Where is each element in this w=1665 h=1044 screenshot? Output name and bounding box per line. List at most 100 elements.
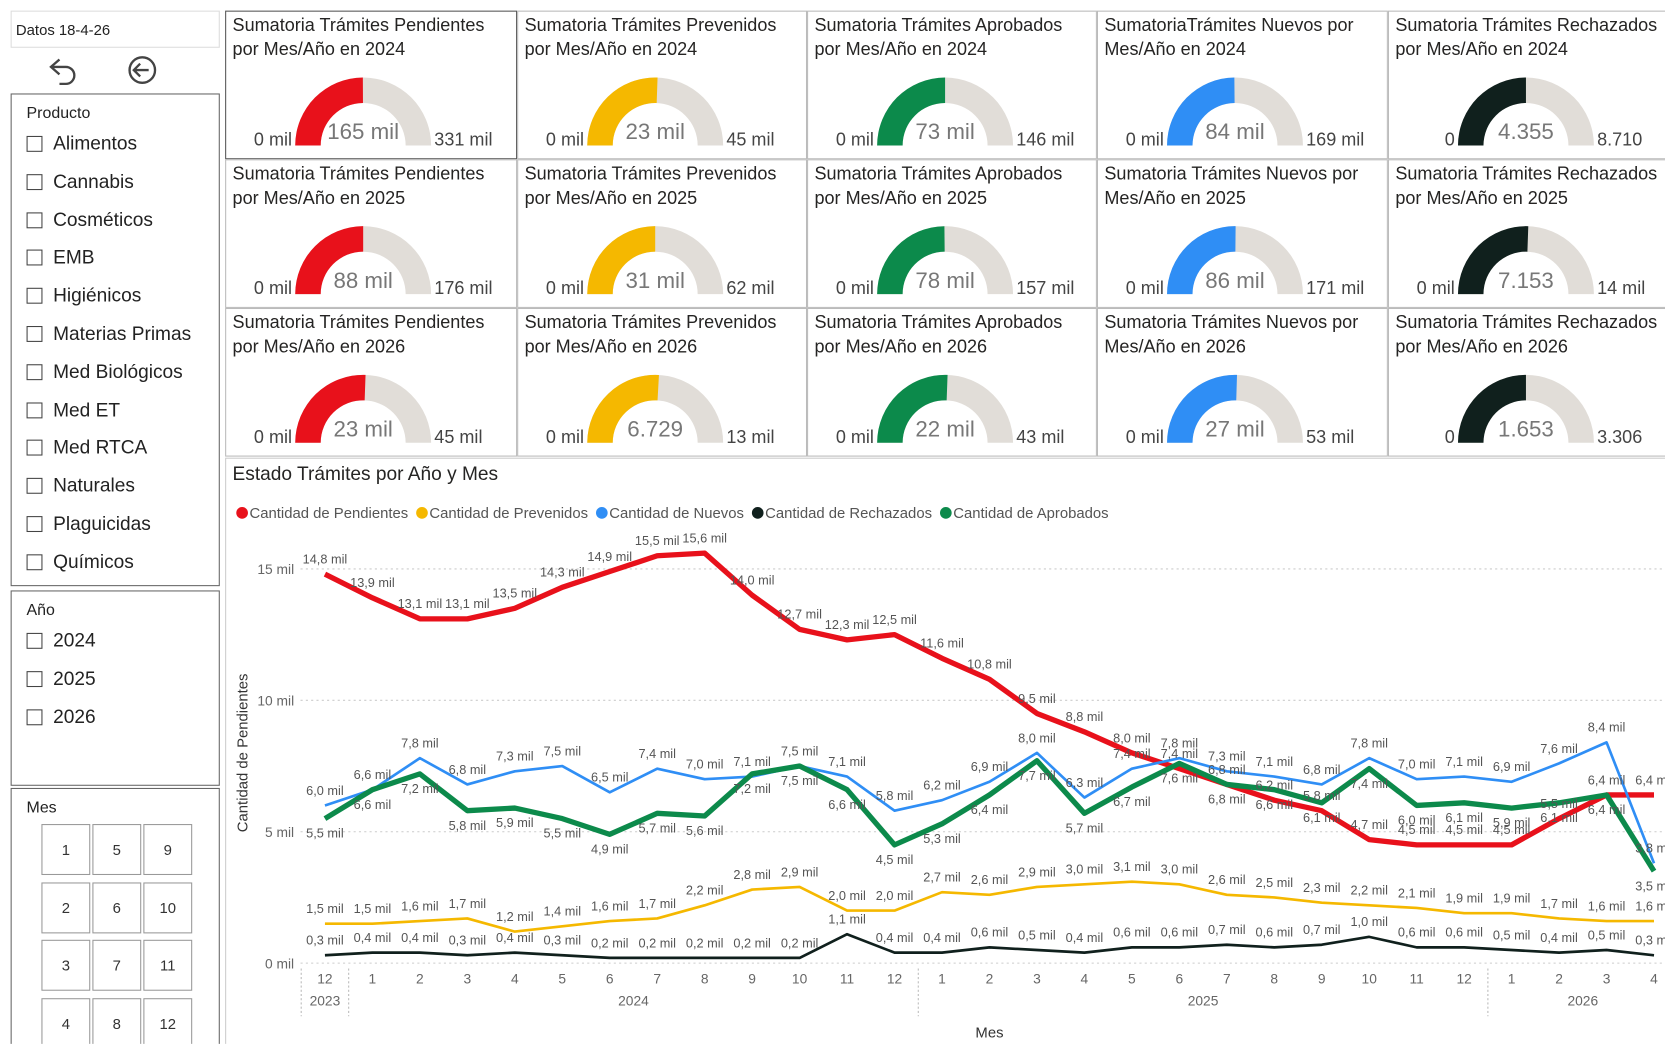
product-option[interactable]: Alimentos (26, 133, 137, 155)
data-label: 6,6 mil (354, 767, 392, 782)
gauge-card: Sumatoria Trámites Nuevos por Mes/Año en… (1096, 307, 1388, 457)
checkbox[interactable] (26, 173, 43, 190)
checkbox[interactable] (26, 135, 43, 152)
data-label: 5,7 mil (1066, 820, 1104, 835)
gauge-min-label: 0 mil (254, 129, 292, 149)
month-button[interactable]: 10 (143, 881, 193, 933)
data-label: 0,4 mil (923, 930, 961, 945)
data-label: 7,2 mil (401, 781, 439, 796)
undo-button[interactable] (49, 58, 76, 86)
product-option[interactable]: Med RTCA (26, 436, 148, 459)
gauge-title: Sumatoria Trámites Prevenidos por Mes/Añ… (524, 14, 777, 60)
gauge-min-label: 0 mil (546, 278, 584, 298)
line-chart-panel: Estado Trámites por Año y Mes Cantidad de… (225, 457, 1665, 1044)
month-button[interactable]: 5 (92, 824, 142, 876)
data-label: 6,1 mil (1445, 810, 1483, 825)
gauge-value (1457, 374, 1526, 443)
legend-label: Cantidad de Rechazados (765, 506, 932, 522)
data-label: 14,0 mil (730, 573, 775, 588)
data-label: 5,7 mil (638, 820, 676, 835)
x-tick-label: 2 (986, 971, 994, 986)
gauge-value-label: 165 mil (327, 119, 399, 144)
gauge-value (295, 374, 366, 443)
checkbox[interactable] (26, 478, 43, 494)
gauge-max-label: 157 mil (1016, 278, 1074, 298)
option-label: 2026 (53, 705, 96, 727)
gauge-title: Sumatoria Trámites Rechazados por Mes/Añ… (1395, 163, 1658, 209)
data-label: 0,4 mil (401, 930, 439, 945)
data-label: 0,3 mil (449, 933, 487, 948)
checkbox[interactable] (26, 287, 43, 304)
month-button[interactable]: 1 (41, 824, 91, 876)
gauge: 23 mil 0 mil 45 mil (254, 374, 482, 447)
data-label: 2,6 mil (1208, 872, 1246, 887)
gauge-title: Sumatoria Trámites Prevenidos por Mes/Añ… (524, 163, 777, 209)
month-button[interactable]: 3 (41, 939, 91, 991)
data-label: 14,8 mil (303, 552, 348, 567)
checkbox[interactable] (26, 708, 43, 725)
x-tick-label: 8 (701, 971, 709, 986)
data-label: 2,6 mil (971, 872, 1009, 887)
product-option[interactable]: Materias Primas (26, 323, 191, 345)
x-tick-label: 10 (1362, 971, 1378, 986)
checkbox[interactable] (26, 670, 43, 687)
data-label: 6,8 mil (449, 762, 487, 777)
year-option[interactable]: 2024 (26, 630, 96, 652)
month-button[interactable]: 12 (143, 997, 193, 1044)
checkbox[interactable] (26, 554, 43, 571)
checkbox[interactable] (26, 211, 43, 228)
gauge-min-label: 0 mil (1417, 278, 1455, 298)
option-label: Med RTCA (53, 436, 148, 459)
product-option[interactable]: Higiénicos (26, 285, 141, 307)
data-label: 15,6 mil (682, 531, 727, 546)
series-line (324, 932, 1655, 960)
checkbox[interactable] (26, 249, 43, 266)
gauge-min-label: 0 (1445, 427, 1455, 447)
data-label: 0,5 mil (1018, 927, 1056, 942)
month-button[interactable]: 4 (41, 997, 91, 1044)
data-label: 0,6 mil (1113, 925, 1151, 940)
gauge-title: SumatoriaTrámites Nuevos por Mes/Año en … (1104, 14, 1354, 60)
product-option[interactable]: Med Biológicos (26, 361, 183, 383)
data-label: 7,4 mil (1113, 746, 1151, 761)
month-button[interactable]: 11 (143, 939, 193, 991)
month-button[interactable]: 2 (41, 881, 91, 933)
checkbox[interactable] (26, 632, 43, 649)
product-option[interactable]: Plaguicidas (26, 513, 151, 535)
product-option[interactable]: EMB (26, 247, 95, 269)
gauge: 31 mil 0 mil 62 mil (546, 226, 774, 298)
data-label: 14,3 mil (540, 565, 585, 580)
data-label: 1,0 mil (1350, 914, 1388, 929)
data-label: 6,9 mil (1493, 759, 1531, 774)
checkbox[interactable] (26, 440, 43, 456)
gauge-min-label: 0 mil (546, 427, 584, 447)
month-button[interactable]: 7 (92, 939, 142, 991)
month-button[interactable]: 6 (92, 881, 142, 933)
month-button[interactable]: 8 (92, 997, 142, 1044)
checkbox[interactable] (26, 364, 43, 380)
x-tick-label: 3 (1603, 971, 1611, 986)
checkbox[interactable] (26, 326, 43, 342)
product-option[interactable]: Químicos (26, 551, 134, 573)
data-label: 4,5 mil (1493, 822, 1531, 837)
checkbox[interactable] (26, 516, 43, 533)
gauge-value-label: 22 mil (915, 416, 974, 441)
year-label: 2023 (310, 994, 341, 1009)
back-button[interactable] (128, 56, 157, 84)
year-option[interactable]: 2026 (26, 705, 96, 728)
month-button[interactable]: 9 (143, 824, 193, 876)
data-label: 1,6 mil (1588, 898, 1626, 913)
gauge-card: Sumatoria Trámites Aprobados por Mes/Año… (807, 10, 1097, 160)
year-label: 2024 (618, 994, 649, 1009)
data-label: 8,8 mil (1066, 709, 1104, 724)
product-option[interactable]: Med ET (26, 399, 120, 421)
x-tick-label: 11 (840, 971, 854, 986)
data-label: 5,6 mil (686, 823, 724, 838)
gauge-value (877, 226, 945, 295)
product-option[interactable]: Naturales (26, 475, 135, 497)
checkbox[interactable] (26, 402, 43, 418)
product-option[interactable]: Cosméticos (26, 209, 153, 231)
product-option[interactable]: Cannabis (26, 171, 134, 193)
gauge-max-label: 43 mil (1016, 427, 1064, 447)
year-option[interactable]: 2025 (26, 668, 96, 690)
